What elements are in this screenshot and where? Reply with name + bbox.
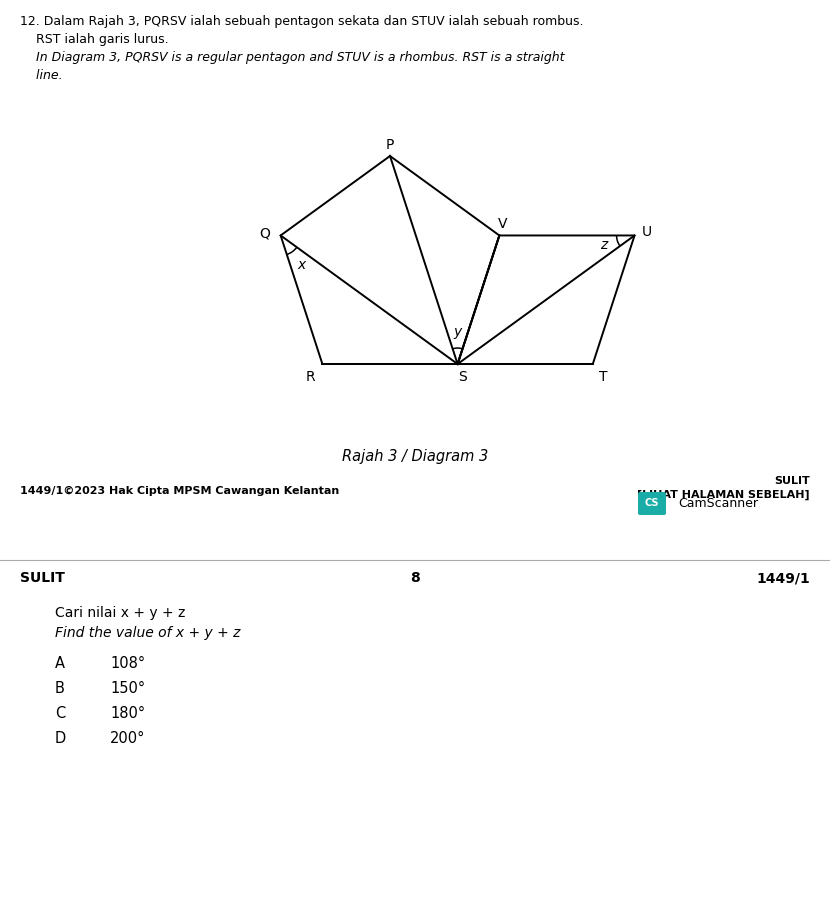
Text: A: A [55,656,65,671]
Text: 150°: 150° [110,681,145,696]
Text: 1449/1©2023 Hak Cipta MPSM Cawangan Kelantan: 1449/1©2023 Hak Cipta MPSM Cawangan Kela… [20,486,339,496]
Text: U: U [642,225,652,240]
Text: 8: 8 [410,571,420,585]
Text: SULIT: SULIT [20,571,65,585]
Text: x: x [298,258,306,271]
Text: In Diagram 3, PQRSV is a regular pentagon and STUV is a rhombus. RST is a straig: In Diagram 3, PQRSV is a regular pentago… [20,51,564,64]
Text: Cari nilai x + y + z: Cari nilai x + y + z [55,606,185,620]
Text: Find the value of x + y + z: Find the value of x + y + z [55,626,241,640]
Text: Rajah 3 / Diagram 3: Rajah 3 / Diagram 3 [342,449,488,463]
Text: B: B [55,681,65,696]
Text: 12. Dalam Rajah 3, PQRSV ialah sebuah pentagon sekata dan STUV ialah sebuah romb: 12. Dalam Rajah 3, PQRSV ialah sebuah pe… [20,15,583,28]
Text: SULIT: SULIT [774,476,810,486]
Text: CS: CS [645,498,659,508]
Text: 108°: 108° [110,656,145,671]
FancyBboxPatch shape [638,492,666,515]
Text: z: z [600,239,608,252]
Text: [LIHAT HALAMAN SEBELAH]: [LIHAT HALAMAN SEBELAH] [637,490,810,500]
Text: 200°: 200° [110,731,145,746]
Text: RST ialah garis lurus.: RST ialah garis lurus. [20,33,168,46]
Text: line.: line. [20,69,62,82]
Text: P: P [386,138,394,152]
Text: 180°: 180° [110,706,145,721]
Text: S: S [458,370,467,384]
Text: C: C [55,706,66,721]
Text: D: D [55,731,66,746]
Text: 1449/1: 1449/1 [756,571,810,585]
Text: y: y [453,325,461,339]
Text: V: V [498,217,507,232]
Text: Q: Q [259,226,270,241]
Text: CamScanner: CamScanner [678,497,758,510]
Text: T: T [598,370,607,384]
Text: R: R [305,370,315,384]
